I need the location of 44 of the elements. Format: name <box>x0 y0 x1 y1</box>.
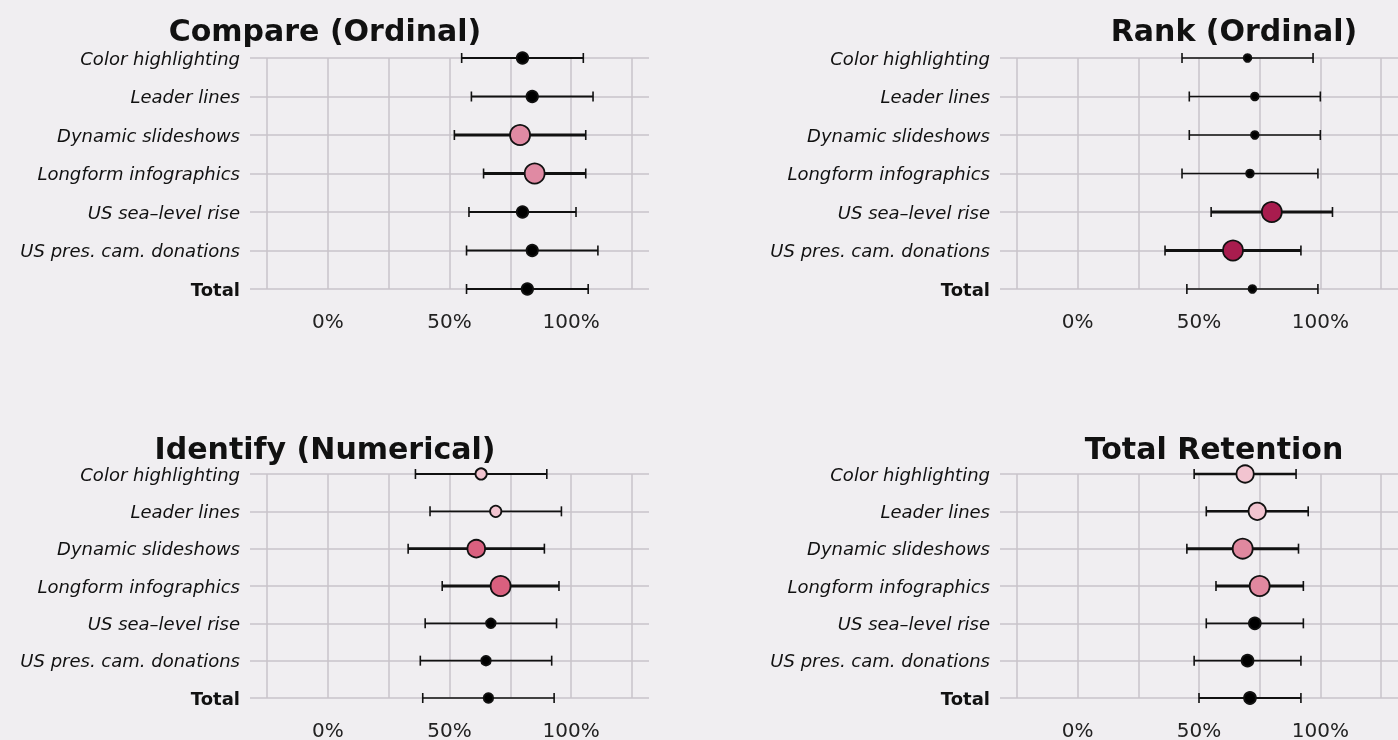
y-tick-label: US sea–level rise <box>87 201 240 223</box>
y-tick-label: Dynamic slideshows <box>57 124 240 146</box>
y-tick-label: Dynamic slideshows <box>807 124 990 146</box>
y-tick-label: Longform infographics <box>37 163 240 184</box>
chart-title: Rank (Ordinal) <box>1110 12 1358 48</box>
y-tick-label: Total <box>190 278 240 300</box>
x-tick-label: 50% <box>427 718 472 740</box>
x-tick-label: 100% <box>542 718 600 740</box>
y-tick-label: US sea–level rise <box>837 612 990 634</box>
y-tick-label: US pres. cam. donations <box>20 240 240 261</box>
y-tick-label: Color highlighting <box>80 463 240 485</box>
y-tick-label: Dynamic slideshows <box>57 538 240 560</box>
y-tick-label: Longform infographics <box>787 163 990 184</box>
y-tick-label: Color highlighting <box>830 47 990 69</box>
y-tick-label: Leader lines <box>880 500 990 522</box>
x-tick-label: 100% <box>1291 718 1349 740</box>
x-tick-label: 0% <box>1061 718 1094 740</box>
x-tick-label: 0% <box>311 309 344 333</box>
chart-title: Total Retention <box>1084 430 1344 466</box>
y-tick-label: Total <box>940 278 990 300</box>
y-tick-label: Total <box>190 687 240 709</box>
x-tick-label: 100% <box>542 309 600 333</box>
y-tick-label: US pres. cam. donations <box>770 240 990 261</box>
y-tick-label: Longform infographics <box>787 575 990 597</box>
y-tick-label: US pres. cam. donations <box>770 650 990 672</box>
y-tick-label: Total <box>940 687 990 709</box>
x-tick-label: 50% <box>1176 718 1222 740</box>
chart-title: Identify (Numerical) <box>154 430 496 466</box>
x-tick-label: 0% <box>1061 309 1094 333</box>
y-tick-label: Dynamic slideshows <box>807 538 990 560</box>
x-tick-label: 0% <box>311 718 344 740</box>
x-tick-label: 50% <box>427 309 472 333</box>
x-tick-label: 50% <box>1176 309 1222 333</box>
y-tick-label: Leader lines <box>880 86 990 107</box>
y-tick-label: Color highlighting <box>830 463 990 485</box>
y-tick-label: Leader lines <box>130 86 240 107</box>
y-tick-label: Color highlighting <box>80 47 240 69</box>
x-tick-label: 100% <box>1291 309 1349 333</box>
chart-title: Compare (Ordinal) <box>168 12 482 48</box>
y-tick-label: Longform infographics <box>37 575 240 597</box>
y-tick-label: US sea–level rise <box>87 612 240 634</box>
y-tick-label: Leader lines <box>130 500 240 522</box>
y-tick-label: US sea–level rise <box>837 201 990 223</box>
y-tick-label: US pres. cam. donations <box>20 650 240 672</box>
